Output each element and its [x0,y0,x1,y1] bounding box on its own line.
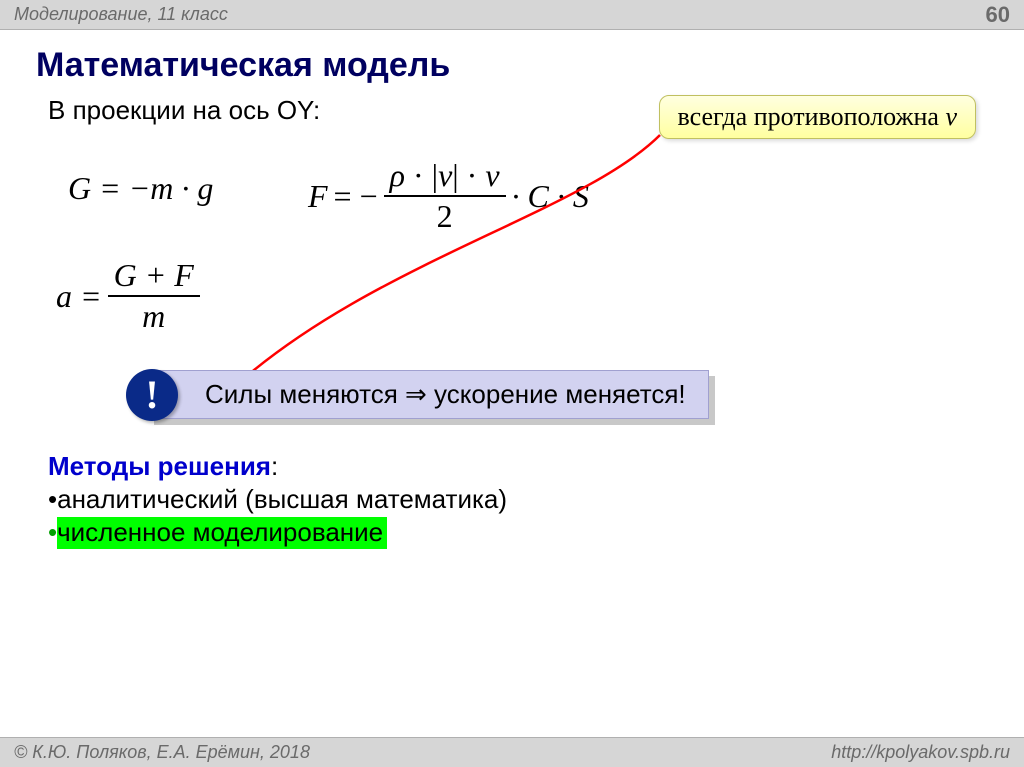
method-item-2: •численное моделирование [48,517,976,548]
method-1-text: аналитический (высшая математика) [57,484,507,514]
method-item-1: •аналитический (высшая математика) [48,484,976,515]
content-area: В проекции на ось OY: всегда противополо… [0,95,1024,548]
formula-drag: F = − ρ · |v| · v 2 · C · S [308,158,589,234]
a-fraction: G + F m [108,258,200,334]
implies-icon: ⇒ [405,380,427,409]
callout-box: всегда противоположна v [659,95,976,139]
callout-var: v [945,102,957,131]
a-left: a = [56,278,102,315]
callout-text: всегда противоположна [678,102,946,131]
header-left: Моделирование, 11 класс [14,4,228,25]
f-left: F [308,178,328,215]
f-eq: = − [334,178,378,215]
formula-accel: a = G + F m [56,258,200,334]
bullet-1: • [48,484,57,514]
method-2-text: численное моделирование [57,517,387,549]
note-after: ускорение меняется! [427,379,686,409]
f-right: · C · S [512,178,589,215]
note-badge: ! [126,369,178,421]
formula-gravity: G = −m · g [68,170,213,207]
a-den: m [136,297,171,334]
methods-title: Методы решения [48,451,271,481]
note-inner: Силы меняются ⇒ ускорение меняется! [148,370,709,419]
f-fraction: ρ · |v| · v 2 [384,158,506,234]
note-before: Силы меняются [205,379,405,409]
methods-title-line: Методы решения: [48,451,976,482]
note-box: ! Силы меняются ⇒ ускорение меняется! [148,370,709,419]
footer-bar: © К.Ю. Поляков, Е.А. Ерёмин, 2018 http:/… [0,737,1024,767]
methods-block: Методы решения: •аналитический (высшая м… [48,451,976,548]
footer-left: © К.Ю. Поляков, Е.А. Ерёмин, 2018 [14,742,310,763]
a-num: G + F [108,258,200,297]
bullet-2: • [48,517,57,547]
header-bar: Моделирование, 11 класс 60 [0,0,1024,30]
page-number: 60 [986,2,1010,28]
f-den: 2 [431,197,459,234]
methods-colon: : [271,451,278,481]
formulas-block: G = −m · g F = − ρ · |v| · v 2 · C · S a… [48,140,976,340]
footer-right: http://kpolyakov.spb.ru [831,742,1010,763]
page-title: Математическая модель [0,30,1024,95]
f-num: ρ · |v| · v [384,158,506,197]
